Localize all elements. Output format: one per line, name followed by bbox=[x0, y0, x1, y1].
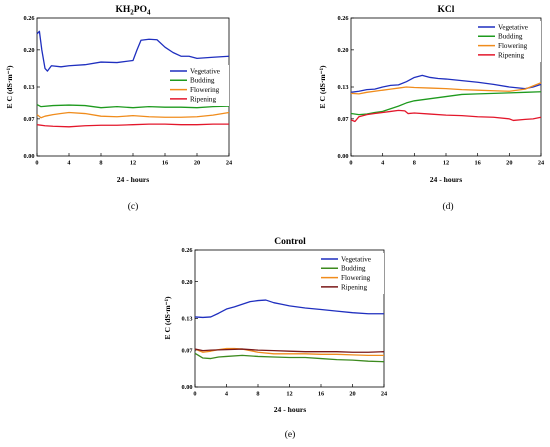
chart-panel-control: Control 0.00 0.07 0.13 0.20 0.26 0 4 8 12 16 20 24… bbox=[163, 237, 388, 440]
x-tick-label: 20 bbox=[349, 391, 355, 398]
series-line-ripening bbox=[194, 348, 385, 353]
legend-label: Flowering bbox=[190, 86, 220, 94]
x-tick-label: 4 bbox=[381, 160, 385, 167]
y-tick-labels: 0.00 0.07 0.13 0.20 0.26 bbox=[181, 247, 198, 391]
x-tick-label: 4 bbox=[67, 160, 71, 167]
legend-label: Flowering bbox=[498, 42, 528, 50]
legend-label: Flowering bbox=[341, 274, 371, 282]
y-tick-label: 0.13 bbox=[181, 316, 192, 323]
legend-label: Budding bbox=[341, 265, 366, 273]
series-line-flowering bbox=[36, 111, 230, 119]
x-tick-label: 16 bbox=[318, 391, 324, 398]
y-tick-label: 0.00 bbox=[337, 153, 348, 160]
panel-caption: (e) bbox=[285, 429, 296, 440]
x-tick-labels: 0 4 8 12 16 20 24 bbox=[349, 153, 545, 167]
legend-label: Ripening bbox=[190, 95, 216, 103]
series-line-vegetative bbox=[194, 299, 384, 319]
x-tick-label: 8 bbox=[99, 160, 102, 167]
series-line-ripening bbox=[350, 109, 542, 123]
series-line-flowering bbox=[350, 82, 542, 95]
y-tick-labels: 0.00 0.07 0.13 0.20 0.26 bbox=[23, 15, 40, 160]
series-lines bbox=[350, 74, 542, 123]
x-tick-label: 16 bbox=[475, 160, 481, 167]
x-tick-label: 16 bbox=[162, 160, 168, 167]
y-tick-label: 0.13 bbox=[23, 84, 34, 91]
panel-caption: (c) bbox=[128, 201, 139, 212]
x-tick-labels: 0 4 8 12 16 20 24 bbox=[35, 153, 233, 167]
legend-label: Ripening bbox=[498, 51, 524, 59]
x-tick-label: 24 bbox=[538, 160, 545, 167]
y-tick-label: 0.20 bbox=[181, 279, 192, 286]
x-tick-label: 12 bbox=[130, 160, 136, 167]
legend-label: Vegetative bbox=[190, 67, 220, 75]
y-axis-label: E C (dS·m⁻¹) bbox=[318, 65, 327, 108]
chart-title: KCl bbox=[438, 5, 455, 15]
x-tick-label: 12 bbox=[443, 160, 449, 167]
chart-title: Control bbox=[274, 237, 306, 247]
x-axis-label: 24 - hours bbox=[274, 405, 307, 414]
y-axis-label: E C (dS·m⁻¹) bbox=[5, 65, 14, 108]
chart-panel-kh2po4: KH2PO4 0.00 0.07 0.13 0.20 0.26 0 4 8 12 16 20 24 … bbox=[5, 5, 233, 212]
series-line-vegetative bbox=[350, 74, 542, 93]
legend-label: Budding bbox=[190, 77, 215, 85]
y-tick-label: 0.00 bbox=[181, 384, 192, 391]
panel-caption: (d) bbox=[442, 201, 453, 212]
x-axis-label: 24 - hours bbox=[117, 175, 150, 184]
x-axis-label: 24 - hours bbox=[430, 175, 463, 184]
series-line-budding bbox=[36, 103, 230, 109]
series-line-ripening bbox=[36, 123, 229, 128]
chart-title: KH2PO4 bbox=[116, 5, 151, 17]
y-tick-label: 0.26 bbox=[337, 15, 348, 22]
x-tick-label: 4 bbox=[225, 391, 229, 398]
x-tick-label: 24 bbox=[381, 391, 388, 398]
y-tick-label: 0.26 bbox=[181, 247, 192, 254]
legend-label: Vegetative bbox=[341, 255, 371, 263]
series-line-vegetative bbox=[36, 30, 230, 72]
y-tick-labels: 0.00 0.07 0.13 0.20 0.26 bbox=[337, 15, 354, 160]
y-tick-label: 0.00 bbox=[23, 153, 34, 160]
y-tick-label: 0.13 bbox=[337, 84, 348, 91]
x-tick-label: 20 bbox=[506, 160, 512, 167]
legend-label: Vegetative bbox=[498, 23, 528, 31]
y-tick-label: 0.20 bbox=[337, 47, 348, 54]
series-line-budding bbox=[350, 91, 542, 116]
x-tick-label: 0 bbox=[349, 160, 352, 167]
y-tick-label: 0.07 bbox=[181, 347, 192, 354]
series-lines bbox=[194, 299, 385, 363]
x-tick-label: 0 bbox=[35, 160, 38, 167]
y-tick-label: 0.26 bbox=[23, 15, 34, 22]
series-lines bbox=[36, 30, 230, 128]
chart-panel-kcl: KCl 0.00 0.07 0.13 0.20 0.26 0 4 8 12 16 20 24 24 … bbox=[318, 5, 545, 212]
x-tick-label: 20 bbox=[194, 160, 200, 167]
series-line-budding bbox=[194, 352, 385, 363]
y-tick-label: 0.07 bbox=[23, 116, 34, 123]
x-tick-label: 0 bbox=[193, 391, 196, 398]
x-tick-label: 8 bbox=[256, 391, 259, 398]
y-tick-label: 0.20 bbox=[23, 47, 34, 54]
legend-label: Budding bbox=[498, 33, 523, 41]
y-tick-label: 0.07 bbox=[337, 116, 348, 123]
legend-label: Ripening bbox=[341, 283, 367, 291]
x-tick-label: 24 bbox=[226, 160, 233, 167]
x-tick-label: 12 bbox=[286, 391, 292, 398]
y-axis-label: E C (dS·m⁻¹) bbox=[163, 296, 172, 339]
x-tick-labels: 0 4 8 12 16 20 24 bbox=[193, 384, 388, 398]
x-tick-label: 8 bbox=[413, 160, 416, 167]
